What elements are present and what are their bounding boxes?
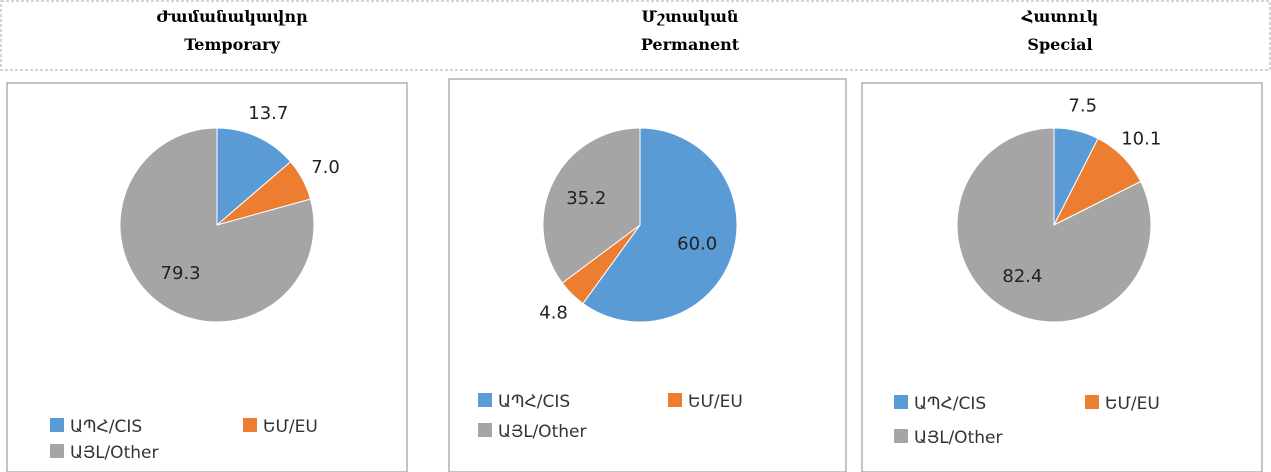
chart-title: Հատուկ: [1021, 7, 1099, 26]
legend-swatch: [894, 429, 908, 443]
legend-swatch: [50, 444, 64, 458]
data-label: 82.4: [1002, 266, 1042, 287]
chart-subtitle: Temporary: [184, 35, 280, 54]
legend-swatch: [894, 395, 908, 409]
legend-label: ԱՅԼ/Other: [498, 422, 586, 442]
legend-label: ԱՅԼ/Other: [914, 428, 1002, 448]
chart-subtitle: Special: [1027, 35, 1092, 54]
legend-swatch: [668, 393, 682, 407]
data-label: 60.0: [677, 234, 717, 255]
legend-label: ԱՅԼ/Other: [70, 443, 158, 463]
legend-label: ԱՊՀ/CIS: [498, 392, 570, 412]
chart-title: Մշտական: [642, 7, 739, 26]
chart-subtitle: Permanent: [641, 35, 740, 54]
legend-swatch: [50, 418, 64, 432]
pie-slice: [582, 127, 738, 323]
legend-label: ԱՊՀ/CIS: [70, 417, 142, 437]
data-label: 10.1: [1121, 128, 1161, 149]
data-label: 79.3: [161, 263, 201, 284]
legend-swatch: [478, 423, 492, 437]
data-label: 35.2: [566, 188, 606, 209]
legend-swatch: [478, 393, 492, 407]
legend-label: ԵՄ/EU: [263, 417, 318, 437]
pie-slice: [542, 127, 641, 284]
header-box: [0, 0, 1271, 71]
data-label: 7.5: [1068, 95, 1097, 116]
data-label: 7.0: [311, 157, 340, 178]
pie-slice: [956, 127, 1152, 323]
legend-label: ԱՊՀ/CIS: [914, 394, 986, 414]
legend-swatch: [243, 418, 257, 432]
data-label: 13.7: [248, 103, 288, 124]
chart-title: Ժամանակավոր: [156, 7, 308, 26]
data-label: 4.8: [539, 303, 568, 324]
pie-slice: [216, 127, 292, 227]
legend-swatch: [1085, 395, 1099, 409]
legend-label: ԵՄ/EU: [688, 392, 743, 412]
legend-label: ԵՄ/EU: [1105, 394, 1160, 414]
pie-slice: [119, 127, 315, 323]
